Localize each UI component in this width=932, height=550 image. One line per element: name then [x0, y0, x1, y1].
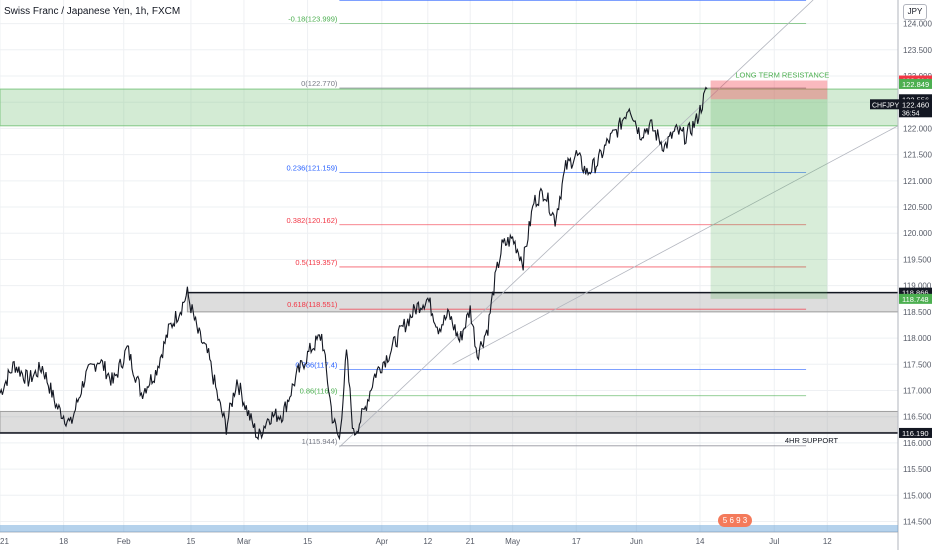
axis-price-tag-4	[899, 287, 932, 298]
price-tick-label-7: 118.000	[903, 334, 932, 343]
time-tick-label-14: 12	[823, 537, 832, 546]
axis-price-tag-5	[899, 293, 932, 304]
fib-level-label-1: -0.18(123.999)	[288, 15, 338, 24]
fib-level-label-2: 0(122.770)	[301, 79, 338, 88]
fib-level-label-7: 0.786(117.4)	[295, 361, 337, 370]
axis-price-tag-6	[899, 427, 932, 438]
time-tick-label-1: 18	[59, 537, 68, 546]
time-tick-label-5: 15	[303, 537, 312, 546]
symbol-tag-text-3: CHFJPY	[872, 102, 900, 109]
price-tick-label-1: 115.000	[903, 491, 932, 500]
axis-price-tag-2	[899, 94, 932, 105]
price-tick-label-3: 116.000	[903, 439, 932, 448]
price-tick-label-5: 117.000	[903, 386, 932, 395]
price-tick-label-19: 124.000	[903, 20, 932, 29]
price-tick-label-12: 120.500	[903, 203, 932, 212]
fib-level-label-4: 0.382(120.162)	[287, 216, 338, 225]
fib-level-label-3: 0.236(121.159)	[287, 163, 338, 172]
price-tick-label-2: 115.500	[903, 465, 932, 474]
time-tick-label-8: 21	[466, 537, 475, 546]
price-tick-label-14: 121.500	[903, 151, 932, 160]
time-tick-label-9: May	[505, 537, 520, 546]
time-tick-label-3: 15	[186, 537, 195, 546]
annotation-0: LONG TERM RESISTANCE	[735, 71, 829, 80]
trendline-1	[452, 125, 899, 365]
price-tick-label-4: 116.500	[903, 413, 932, 422]
annotation-1: 4HR SUPPORT	[785, 436, 839, 445]
zone-support-2	[0, 410, 899, 433]
price-tick-label-8: 118.500	[903, 308, 932, 317]
axis-price-tag-1	[899, 78, 932, 89]
axis-countdown-text-3: 36:54	[902, 110, 920, 117]
axis-price-text-3: 122.460	[902, 100, 929, 109]
price-tick-label-15: 122.000	[903, 124, 932, 133]
time-tick-label-6: Apr	[376, 537, 389, 546]
fib-level-label-5: 0.5(119.357)	[295, 258, 337, 267]
position-stop-zone	[710, 80, 828, 100]
bottom-indicator-strip	[0, 525, 898, 532]
trendline-0	[339, 0, 814, 448]
price-tick-label-9: 119.000	[903, 282, 932, 291]
time-tick-label-11: Jun	[630, 537, 643, 546]
price-tick-label-18: 123.500	[903, 46, 932, 55]
axis-price-text-6: 116.190	[902, 429, 929, 438]
axis-price-tag-3	[899, 99, 932, 118]
time-tick-label-10: 17	[572, 537, 581, 546]
zone-resistance-0	[0, 88, 899, 127]
fib-level-label-8: 0.86(116.9)	[300, 387, 338, 396]
axis-price-text-1: 122.849	[902, 80, 929, 89]
position-target-zone	[710, 99, 828, 299]
fib-level-label-6: 0.618(118.551)	[287, 300, 338, 309]
axis-price-text-5: 118.748	[902, 295, 929, 304]
price-tick-label-13: 121.000	[903, 177, 932, 186]
time-tick-label-7: 12	[423, 537, 432, 546]
price-line	[0, 86, 708, 441]
time-tick-label-4: Mar	[237, 537, 251, 546]
time-tick-label-13: Jul	[769, 537, 779, 546]
price-tick-label-6: 117.500	[903, 360, 932, 369]
time-tick-label-2: Feb	[117, 537, 131, 546]
chart-title: Swiss Franc / Japanese Yen, 1h, FXCM	[4, 6, 181, 17]
symbol-tag-bg-3	[870, 99, 899, 110]
events-marker[interactable]: 5 6 9 3	[718, 514, 752, 527]
price-tick-label-11: 120.000	[903, 229, 932, 238]
price-tick-label-0: 114.500	[903, 518, 932, 527]
price-tick-label-10: 119.500	[903, 255, 932, 264]
currency-badge[interactable]: JPY	[903, 4, 927, 20]
time-tick-label-0: 2021	[0, 537, 9, 546]
fib-level-label-9: 1(115.944)	[302, 437, 338, 446]
time-tick-label-12: 14	[696, 537, 705, 546]
axis-price-text-4: 118.866	[902, 289, 929, 298]
